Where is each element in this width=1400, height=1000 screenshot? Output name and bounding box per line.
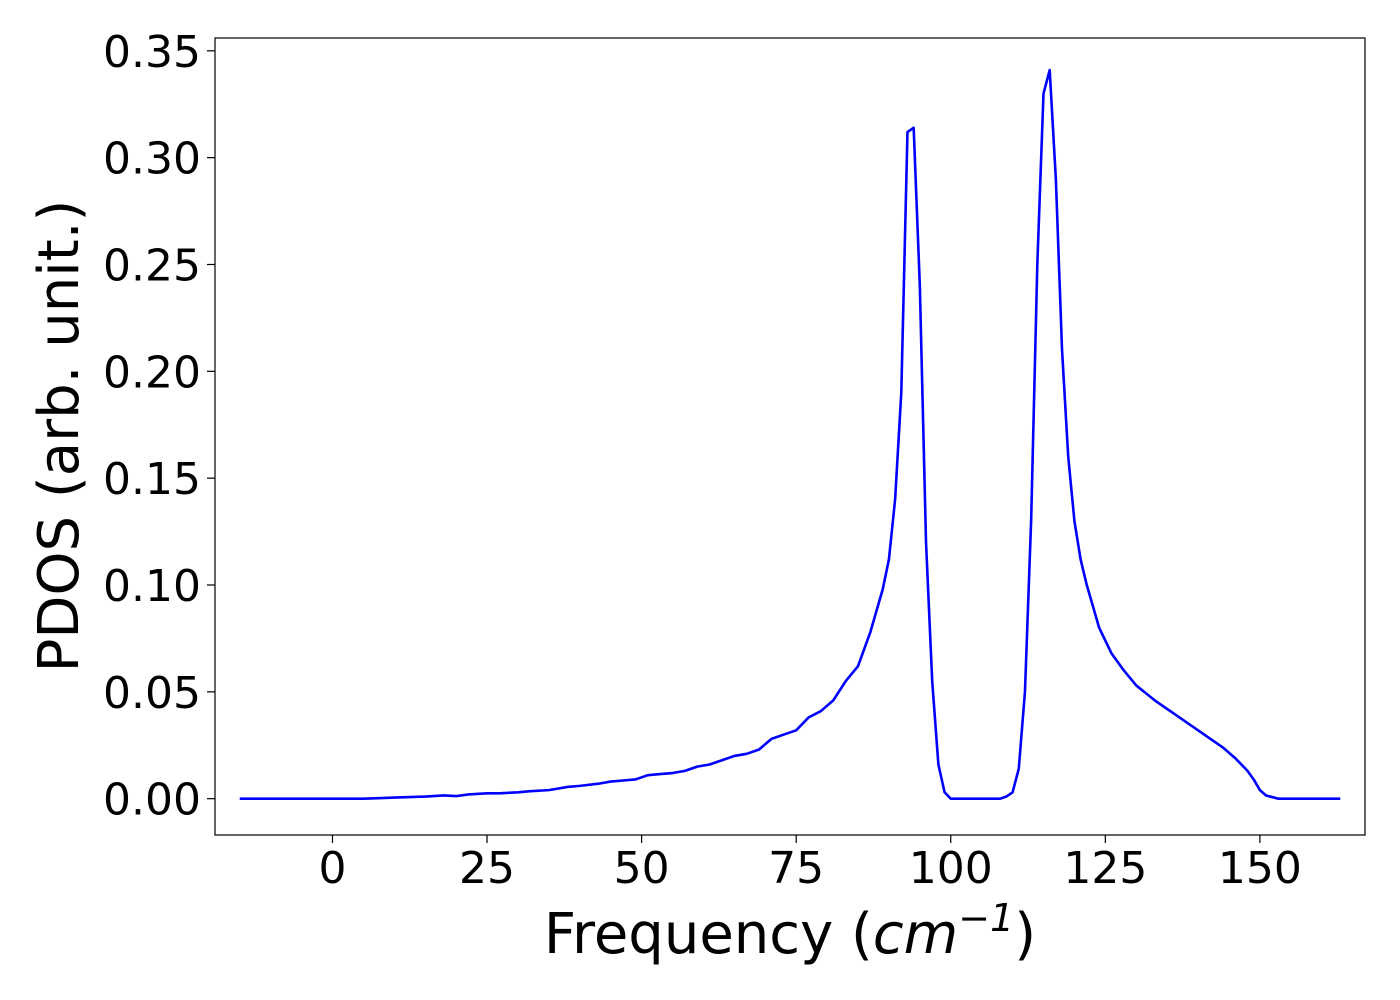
x-tick-label: 50 bbox=[614, 843, 670, 894]
y-tick-label: 0.15 bbox=[103, 454, 201, 505]
y-tick-label: 0.05 bbox=[103, 668, 201, 719]
x-tick-label: 25 bbox=[459, 843, 515, 894]
y-axis-label: PDOS (arb. unit.) bbox=[27, 200, 92, 673]
x-tick-label: 75 bbox=[768, 843, 824, 894]
x-tick-label: 150 bbox=[1218, 843, 1302, 894]
x-tick-group: 0 25 50 75 100 125 150 bbox=[318, 835, 1302, 894]
y-tick-label: 0.35 bbox=[103, 27, 201, 78]
plot-frame bbox=[214, 37, 1366, 836]
x-axis-label-suffix: ) bbox=[1014, 902, 1036, 967]
y-tick-label: 0.20 bbox=[103, 347, 201, 398]
y-tick-label: 0.25 bbox=[103, 240, 201, 291]
x-axis-label-unit: cm bbox=[873, 902, 958, 967]
x-tick-label: 125 bbox=[1063, 843, 1147, 894]
x-tick-label: 0 bbox=[318, 843, 346, 894]
y-tick-label: 0.00 bbox=[103, 775, 201, 826]
y-tick-label: 0.30 bbox=[103, 134, 201, 185]
y-tick-group: 0.00 0.05 0.10 0.15 0.20 0.25 0.30 0.35 bbox=[103, 27, 215, 826]
x-axis-label-exponent: −1 bbox=[958, 896, 1014, 940]
x-axis-label-prefix: Frequency ( bbox=[544, 902, 873, 967]
y-tick-label: 0.10 bbox=[103, 561, 201, 612]
pdos-series-line bbox=[239, 68, 1341, 800]
x-axis-label: Frequency (cm−1) bbox=[544, 896, 1036, 967]
series-layer bbox=[239, 68, 1341, 800]
x-tick-label: 100 bbox=[909, 843, 993, 894]
